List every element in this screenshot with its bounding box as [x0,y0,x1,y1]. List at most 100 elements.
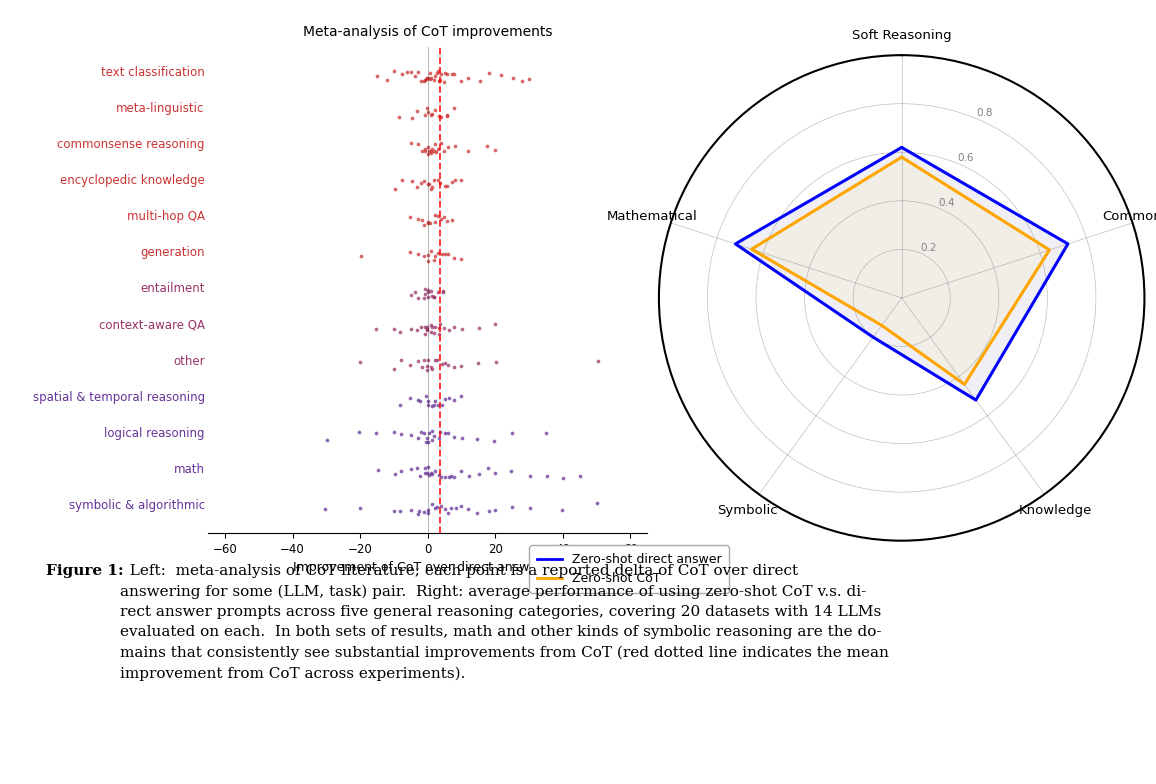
Point [443,213,461,226]
Point [503,426,521,439]
Point [438,359,457,372]
Text: generation: generation [140,246,205,260]
Point [369,463,387,476]
Point [401,503,420,516]
Point [422,466,440,479]
Text: context-aware QA: context-aware QA [98,318,205,332]
Point [445,174,464,187]
Point [429,246,447,259]
Point [418,141,437,154]
Point [316,503,334,515]
Point [418,432,437,445]
Point [386,183,405,195]
Text: multi-hop QA: multi-hop QA [127,210,205,223]
Point [413,213,431,226]
Point [422,145,440,158]
Point [415,321,434,333]
Point [408,105,427,118]
Point [423,434,442,447]
Text: spatial & temporal reasoning: spatial & temporal reasoning [32,390,205,404]
Point [424,74,443,87]
Point [427,216,445,228]
Polygon shape [751,157,1050,384]
Point [412,426,430,438]
Point [436,503,454,515]
Text: commonsense reasoning: commonsense reasoning [57,139,205,151]
Point [480,505,498,517]
X-axis label: Improvement of CoT over direct answering: Improvement of CoT over direct answering [294,561,562,575]
Point [418,71,437,84]
Point [427,146,445,158]
Point [422,181,440,194]
Point [439,392,458,405]
Point [425,430,444,442]
Point [512,75,531,88]
Point [459,503,477,516]
Point [422,142,440,154]
Point [413,145,431,158]
Point [429,143,447,155]
Point [425,145,444,158]
Point [418,504,437,517]
Point [409,66,428,78]
Point [435,145,453,158]
Point [430,328,449,340]
Point [385,323,403,336]
Point [391,326,409,339]
Point [452,465,470,477]
Point [392,174,410,187]
Point [439,140,458,153]
Point [408,249,427,261]
Point [435,321,453,334]
Point [429,432,447,445]
Point [412,74,430,87]
Point [418,398,437,411]
Point [470,74,489,87]
Point [429,174,447,187]
Point [444,361,462,373]
Point [425,70,444,82]
Point [442,502,460,514]
Point [438,214,457,227]
Point [416,288,435,300]
Point [431,318,450,330]
Point [438,108,457,121]
Point [486,318,504,330]
Point [401,211,420,223]
Point [416,466,435,479]
Point [402,323,421,336]
Point [401,429,420,441]
Point [520,72,539,85]
Point [425,254,444,267]
Point [416,435,435,448]
Point [418,286,437,299]
Point [554,471,572,484]
Point [436,393,454,405]
Point [409,212,428,225]
Point [587,497,606,510]
Point [487,356,505,368]
Point [436,249,454,261]
Point [571,470,590,482]
Point [414,292,432,304]
Point [503,501,521,514]
Point [424,327,443,339]
Point [428,354,446,366]
Point [401,66,420,78]
Point [435,211,453,223]
Point [459,72,477,85]
Point [553,504,571,517]
Point [421,217,439,230]
Text: entailment: entailment [140,282,205,296]
Point [445,394,464,406]
Point [351,356,370,368]
Point [415,354,434,367]
Point [452,323,470,336]
Point [416,327,435,339]
Point [391,399,409,412]
Point [438,68,457,81]
Point [430,75,449,88]
Point [398,66,416,78]
Point [423,425,442,437]
Point [418,506,437,519]
